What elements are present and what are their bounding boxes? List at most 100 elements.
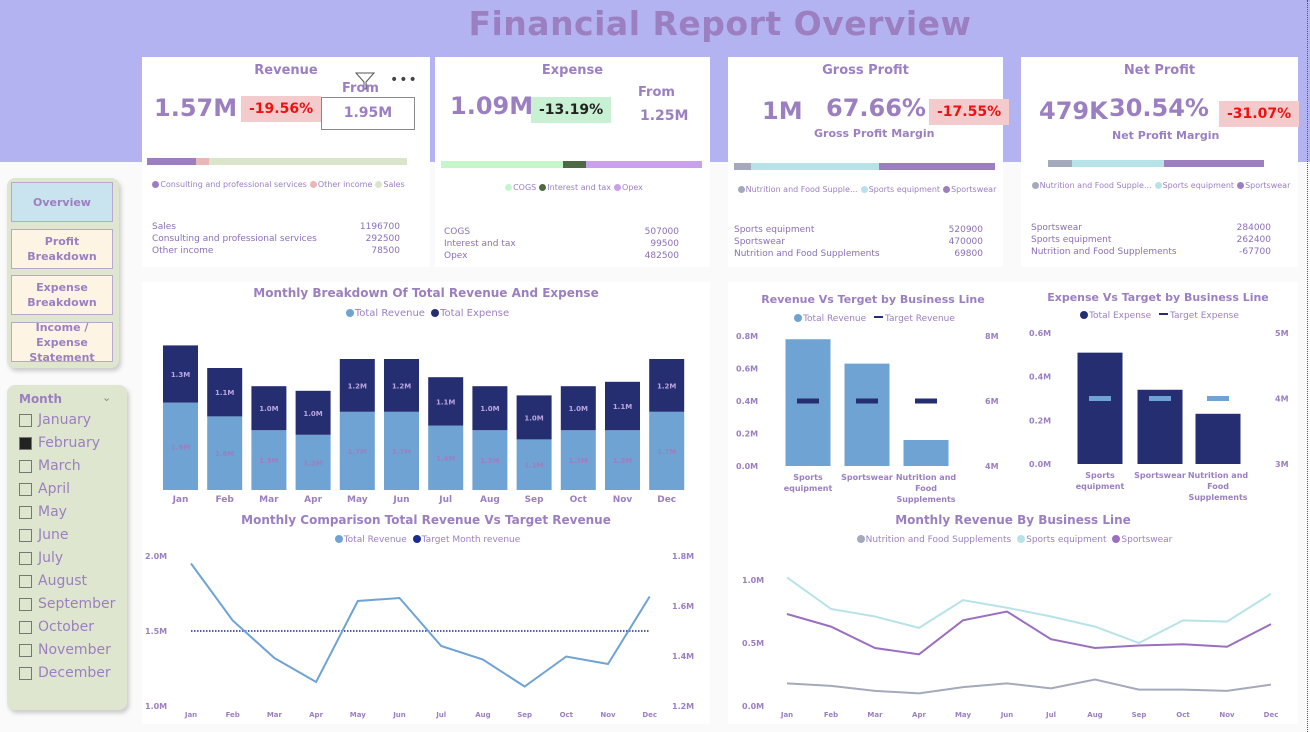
breakdown-segment[interactable] bbox=[1071, 160, 1165, 167]
page-border bbox=[1307, 0, 1308, 732]
month-option-august[interactable]: August bbox=[19, 572, 87, 590]
bar-revenue-may[interactable] bbox=[339, 411, 375, 490]
breakdown-segment[interactable] bbox=[562, 161, 587, 168]
target-marker[interactable] bbox=[1149, 396, 1171, 401]
bar-nutrition-and-food-supplements[interactable] bbox=[1195, 413, 1241, 464]
bar-revenue-oct[interactable] bbox=[560, 430, 596, 490]
breakdown-segment[interactable] bbox=[195, 158, 209, 165]
bar-nutrition-and-food-supplements[interactable] bbox=[903, 440, 949, 466]
target-marker[interactable] bbox=[1207, 396, 1229, 401]
bar-expense-may[interactable] bbox=[339, 359, 375, 412]
month-option-september[interactable]: September bbox=[19, 595, 115, 613]
month-label: October bbox=[38, 619, 95, 635]
month-checkbox[interactable] bbox=[19, 551, 32, 565]
breakdown-segment[interactable] bbox=[441, 161, 563, 168]
breakdown-segment[interactable] bbox=[586, 161, 702, 168]
sports-equipment-line[interactable] bbox=[786, 576, 1272, 645]
nav-profit-breakdown-button[interactable]: Profit Breakdown bbox=[11, 229, 113, 269]
y-left-tick: 0.0M bbox=[1029, 460, 1051, 469]
nutrition-line[interactable] bbox=[786, 678, 1272, 695]
bar-revenue-dec[interactable] bbox=[649, 411, 685, 490]
target-marker[interactable] bbox=[856, 398, 878, 404]
bar-expense-jul[interactable] bbox=[428, 377, 464, 426]
expense-value: 1.09M bbox=[450, 92, 534, 120]
month-checkbox[interactable] bbox=[19, 597, 32, 611]
month-option-january[interactable]: January bbox=[19, 411, 91, 429]
month-checkbox[interactable] bbox=[19, 459, 32, 473]
bar-expense-aug[interactable] bbox=[472, 386, 508, 431]
bar-revenue-jun[interactable] bbox=[384, 411, 419, 490]
y-left-tick: 1.5M bbox=[145, 627, 167, 636]
month-option-april[interactable]: April bbox=[19, 480, 70, 498]
gross-profit-card: Gross Profit 1M 67.66% Gross Profit Marg… bbox=[728, 57, 1010, 267]
legend-label: Sales bbox=[383, 180, 405, 189]
gross-profit-margin-label: Gross Profit Margin bbox=[814, 127, 935, 140]
bar-revenue-feb[interactable] bbox=[207, 416, 243, 490]
month-option-november[interactable]: November bbox=[19, 641, 111, 659]
month-checkbox[interactable] bbox=[19, 666, 32, 680]
nav-income-expense-statement-button[interactable]: Income / Expense Statement bbox=[11, 321, 113, 364]
bar-expense-dec[interactable] bbox=[649, 359, 685, 412]
breakdown-segment[interactable] bbox=[1048, 160, 1072, 167]
bar-expense-jun[interactable] bbox=[384, 359, 419, 412]
breakdown-segment[interactable] bbox=[147, 158, 196, 165]
sportswear-line[interactable] bbox=[786, 610, 1272, 656]
bar-sportswear[interactable] bbox=[1137, 389, 1183, 464]
breakdown-segment[interactable] bbox=[751, 163, 880, 170]
revenue-value: 1.57M bbox=[154, 94, 238, 122]
bar-expense-sep[interactable] bbox=[516, 395, 552, 440]
month-option-july[interactable]: July bbox=[19, 549, 63, 567]
month-label: May bbox=[38, 504, 67, 520]
revenue-vs-target-plot: 0.0M 0.2M 0.4M 0.6M 0.8M 4M 6M 8M Sports equipmen… bbox=[736, 332, 999, 504]
breakdown-segment[interactable] bbox=[879, 163, 995, 170]
bar-revenue-jul[interactable] bbox=[428, 425, 464, 490]
bar-revenue-sep[interactable] bbox=[516, 439, 552, 490]
bar-revenue-aug[interactable] bbox=[472, 430, 508, 490]
month-checkbox[interactable] bbox=[19, 643, 32, 657]
nav-overview-button[interactable]: Overview bbox=[11, 182, 113, 222]
bar-expense-feb[interactable] bbox=[207, 368, 243, 417]
month-checkbox[interactable] bbox=[19, 528, 32, 542]
bar-expense-jan[interactable] bbox=[163, 345, 198, 403]
filter-icon[interactable] bbox=[355, 72, 375, 90]
bar-expense-mar[interactable] bbox=[251, 386, 287, 431]
target-marker[interactable] bbox=[915, 398, 937, 404]
month-checkbox[interactable] bbox=[19, 413, 32, 427]
x-tick-label: Dec bbox=[1264, 711, 1279, 719]
bar-sports-equipment[interactable] bbox=[1077, 352, 1123, 464]
month-option-october[interactable]: October bbox=[19, 618, 94, 636]
month-checkbox[interactable] bbox=[19, 436, 32, 450]
target-marker[interactable] bbox=[1089, 396, 1111, 401]
chevron-down-icon[interactable]: ⌄ bbox=[102, 391, 112, 404]
bar-revenue-jan[interactable] bbox=[163, 402, 198, 490]
bar-expense-oct[interactable] bbox=[560, 386, 596, 431]
breakdown-segment[interactable] bbox=[208, 158, 407, 165]
month-checkbox[interactable] bbox=[19, 574, 32, 588]
total-revenue-line[interactable] bbox=[190, 562, 651, 688]
bar-revenue-nov[interactable] bbox=[605, 430, 640, 490]
month-checkbox[interactable] bbox=[19, 505, 32, 519]
month-checkbox[interactable] bbox=[19, 482, 32, 496]
bar-revenue-apr[interactable] bbox=[295, 434, 331, 490]
month-option-march[interactable]: March bbox=[19, 457, 81, 475]
bar-revenue-mar[interactable] bbox=[251, 430, 287, 490]
nav-expense-breakdown-button[interactable]: Expense Breakdown bbox=[11, 275, 113, 315]
net-profit-margin-value: 30.54% bbox=[1109, 94, 1209, 122]
row-label: Nutrition and Food Supplements bbox=[1031, 247, 1177, 257]
table-row: Consulting and professional services 2925… bbox=[152, 233, 400, 245]
month-checkbox[interactable] bbox=[19, 620, 32, 634]
month-label: February bbox=[38, 435, 101, 451]
bar-sportswear[interactable] bbox=[844, 363, 890, 466]
target-marker[interactable] bbox=[797, 398, 819, 404]
more-options-icon[interactable]: ••• bbox=[390, 72, 418, 88]
x-tick-label: equipment bbox=[784, 484, 833, 493]
month-option-june[interactable]: June bbox=[19, 526, 69, 544]
bar-expense-nov[interactable] bbox=[605, 381, 640, 431]
month-option-december[interactable]: December bbox=[19, 664, 111, 682]
legend-dot-total-expense bbox=[1080, 311, 1089, 319]
breakdown-segment[interactable] bbox=[1164, 160, 1264, 167]
bar-expense-apr[interactable] bbox=[295, 390, 331, 435]
month-option-february[interactable]: February bbox=[19, 434, 100, 452]
month-option-may[interactable]: May bbox=[19, 503, 67, 521]
breakdown-segment[interactable] bbox=[734, 163, 752, 170]
